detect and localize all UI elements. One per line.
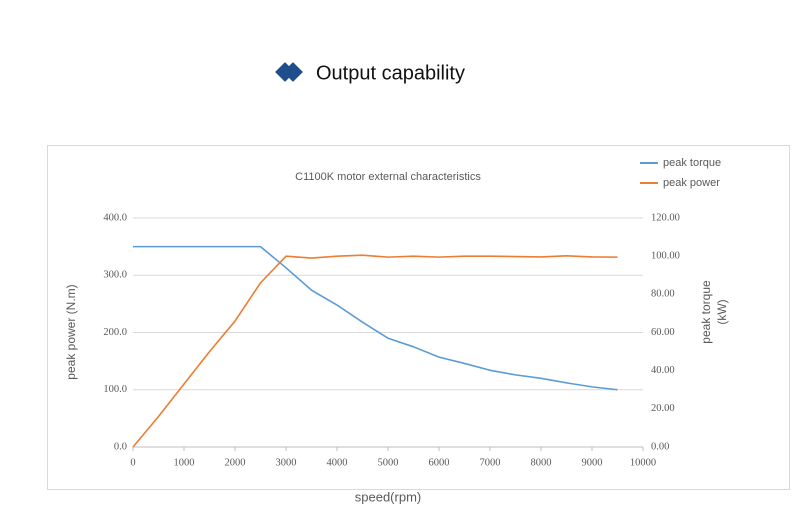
x-tick-label: 8000 bbox=[531, 457, 552, 468]
line-series bbox=[132, 254, 618, 448]
y-tick-label: 300.0 bbox=[103, 270, 127, 281]
chart-frame bbox=[47, 145, 790, 490]
y2-tick-label: 0.00 bbox=[651, 441, 669, 452]
legend-label: peak power bbox=[663, 177, 720, 189]
x-tick-label: 10000 bbox=[630, 457, 656, 468]
y2-tick-label: 100.00 bbox=[651, 251, 680, 262]
page-title: Output capability bbox=[316, 62, 465, 84]
y-tick-label: 0.0 bbox=[114, 441, 127, 452]
x-tick-label: 5000 bbox=[378, 457, 399, 468]
y2-tick-label: 80.00 bbox=[651, 289, 675, 300]
y-tick-label: 100.0 bbox=[103, 384, 127, 395]
x-tick-label: 9000 bbox=[582, 457, 603, 468]
y2-tick-label: 120.00 bbox=[651, 212, 680, 223]
y-tick-label: 400.0 bbox=[103, 212, 127, 223]
y2-tick-label: 20.00 bbox=[651, 403, 675, 414]
x-tick-label: 2000 bbox=[225, 457, 246, 468]
chart-title: C1100K motor external characteristics bbox=[295, 171, 481, 183]
x-tick-label: 1000 bbox=[174, 457, 195, 468]
y-axis-label: peak power (N.m) bbox=[64, 284, 78, 379]
line-series bbox=[133, 245, 618, 391]
x-tick-label: 6000 bbox=[429, 457, 450, 468]
y-tick-label: 200.0 bbox=[103, 327, 127, 338]
x-tick-label: 0 bbox=[130, 457, 135, 468]
x-axis-label: speed(rpm) bbox=[355, 489, 421, 504]
y2-axis-label: peak torque bbox=[699, 280, 713, 344]
legend-label: peak torque bbox=[663, 157, 721, 169]
y2-tick-label: 40.00 bbox=[651, 365, 675, 376]
x-tick-label: 7000 bbox=[480, 457, 501, 468]
x-tick-label: 3000 bbox=[276, 457, 297, 468]
x-tick-label: 4000 bbox=[327, 457, 348, 468]
title-icon bbox=[275, 62, 295, 82]
y2-tick-label: 60.00 bbox=[651, 327, 675, 338]
y2-axis-label: (kW) bbox=[715, 299, 729, 324]
